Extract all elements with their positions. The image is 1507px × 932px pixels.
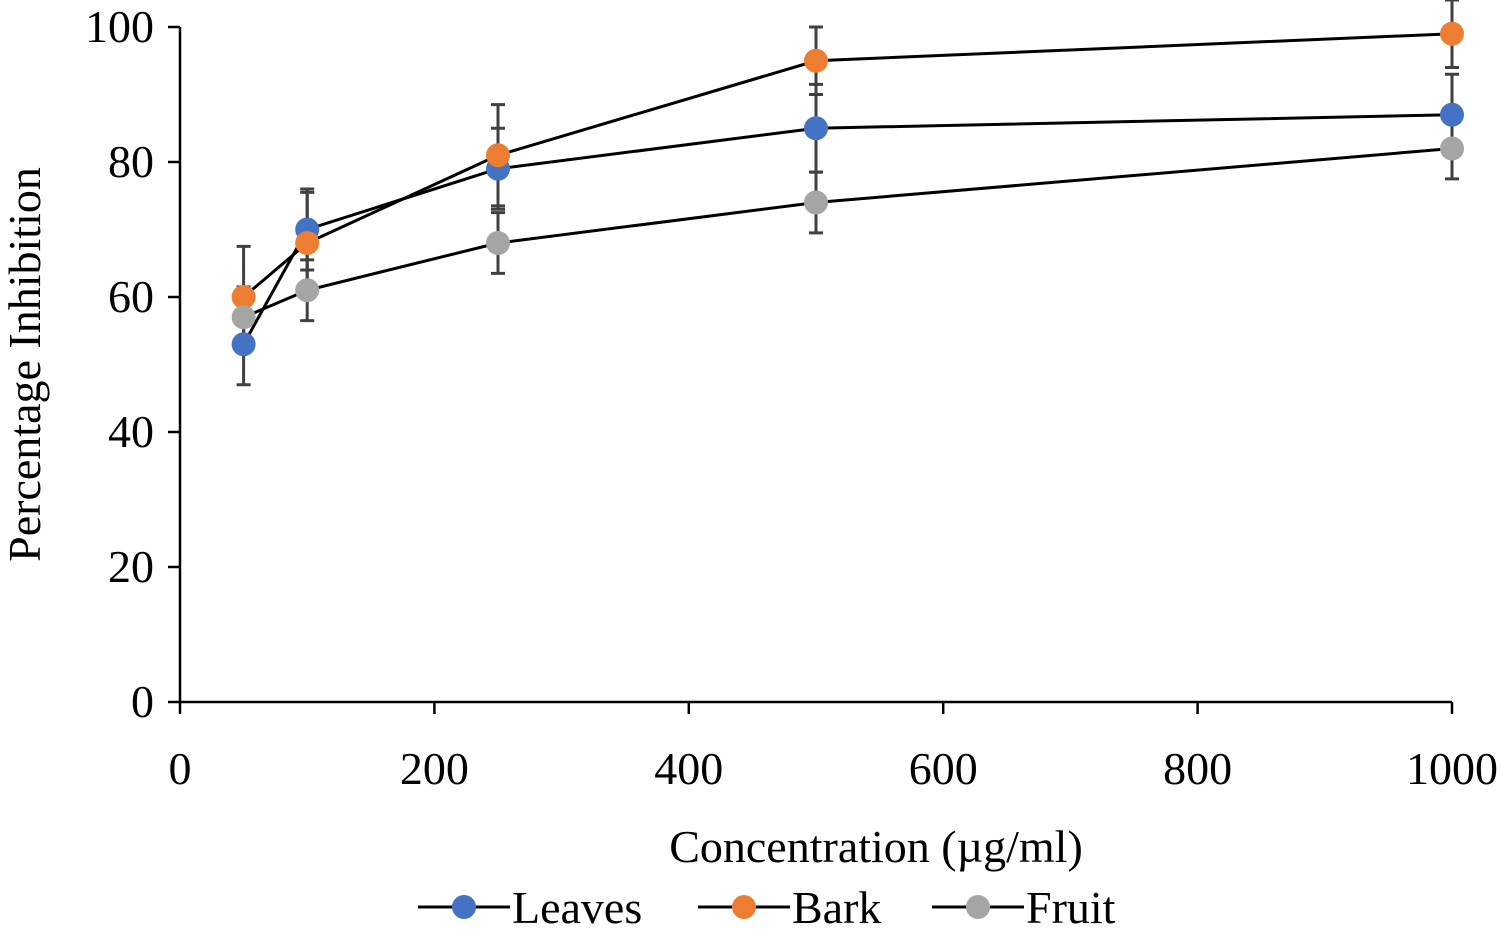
data-point (804, 116, 828, 141)
y-tick-label: 100 (85, 1, 154, 52)
series-markers-fruit (231, 136, 1464, 330)
series-layer (231, 0, 1464, 387)
y-tick-label: 20 (108, 541, 154, 592)
series-line-fruit (243, 147, 1453, 319)
legend-marker (452, 895, 476, 919)
data-point (486, 231, 510, 255)
legend-item-leaves: Leaves (418, 882, 642, 932)
series-markers-bark (231, 21, 1464, 309)
legend-label: Leaves (512, 882, 642, 932)
x-axis-title: Concentration (µg/ml) (669, 821, 1083, 872)
legend-label: Bark (792, 882, 881, 932)
y-axis-title: Percentage Inhibition (0, 167, 50, 562)
y-tick-label: 80 (108, 136, 154, 187)
y-tick-label: 60 (108, 271, 154, 322)
data-point (1440, 136, 1464, 161)
data-point (1440, 102, 1464, 127)
data-point (804, 190, 828, 215)
data-point (231, 285, 256, 309)
series-markers-leaves (231, 102, 1464, 357)
x-tick-label: 0 (169, 743, 192, 794)
x-tick-label: 200 (400, 743, 469, 794)
x-tick-label: 1000 (1406, 743, 1498, 794)
legend: Leaves Bark Fruit (418, 882, 1116, 932)
x-tick-label: 600 (909, 743, 978, 794)
x-tick-label: 400 (654, 743, 723, 794)
series-line-leaves (242, 113, 1453, 345)
data-point (295, 278, 320, 303)
data-point (486, 143, 510, 168)
series-leaves (236, 72, 1459, 387)
data-point (1440, 21, 1464, 46)
data-point (231, 332, 256, 357)
data-point (231, 305, 256, 330)
data-point (804, 48, 828, 73)
legend-label: Fruit (1026, 882, 1116, 932)
legend-marker (732, 895, 756, 919)
y-tick-label: 0 (131, 676, 154, 727)
series-bark (236, 0, 1459, 350)
legend-item-bark: Bark (698, 882, 881, 932)
legend-item-fruit: Fruit (932, 882, 1116, 932)
series-fruit (236, 116, 1459, 350)
x-tick-label: 800 (1163, 743, 1232, 794)
legend-marker (966, 895, 990, 919)
data-point (295, 231, 320, 255)
y-tick-label: 40 (108, 406, 154, 457)
